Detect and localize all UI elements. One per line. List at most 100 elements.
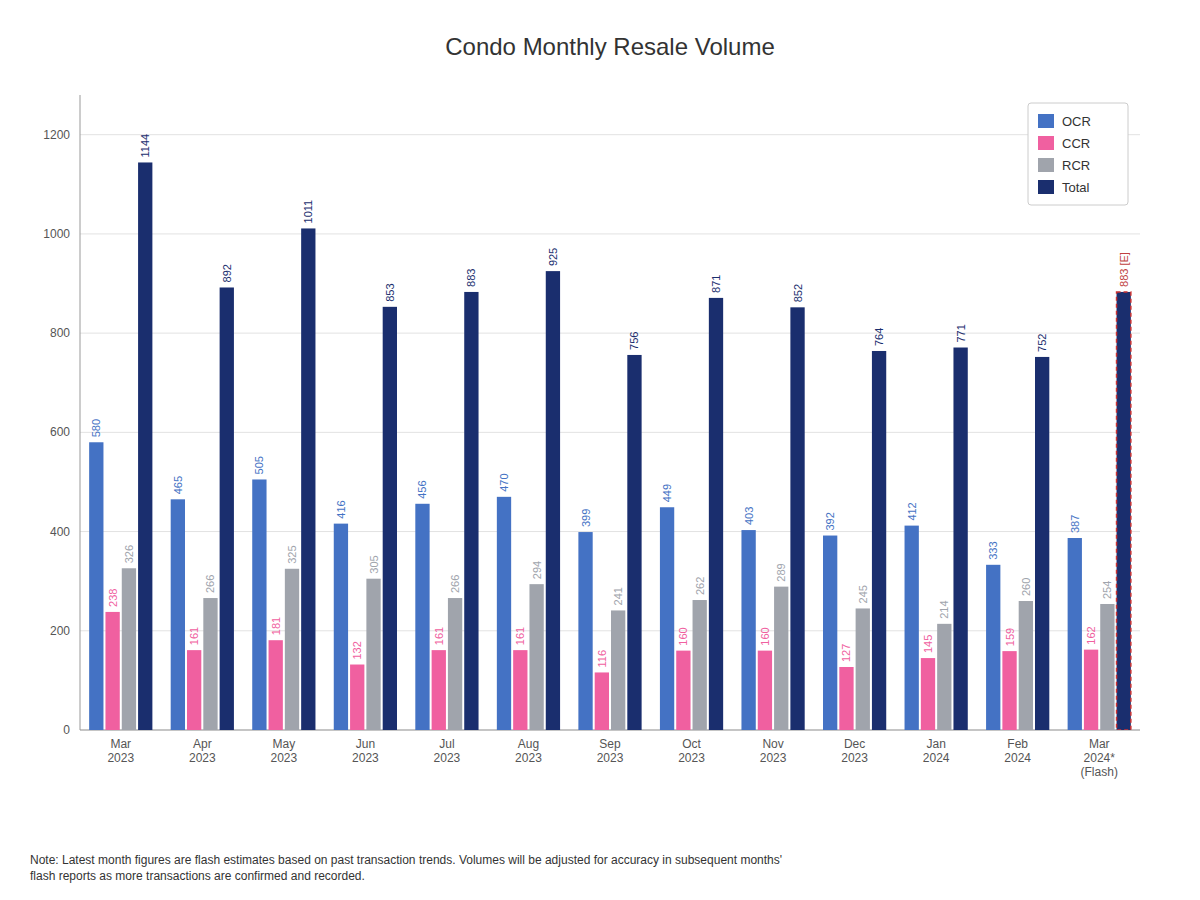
bar bbox=[905, 526, 919, 730]
data-label: 326 bbox=[123, 545, 135, 563]
bar bbox=[578, 532, 592, 730]
x-tick-label-line: Apr bbox=[193, 737, 212, 751]
bar bbox=[1084, 650, 1098, 730]
data-label: 403 bbox=[743, 507, 755, 525]
data-label: 852 bbox=[792, 284, 804, 302]
grid-line bbox=[80, 630, 1140, 631]
legend-label: Total bbox=[1062, 180, 1090, 195]
bar bbox=[497, 497, 511, 730]
legend-swatch bbox=[1038, 114, 1054, 128]
background bbox=[0, 0, 1200, 900]
data-label: 465 bbox=[172, 476, 184, 494]
x-tick-label-line: 2023 bbox=[352, 751, 379, 765]
legend-frame bbox=[1028, 103, 1128, 205]
grid-line bbox=[80, 531, 1140, 532]
bar bbox=[252, 479, 266, 730]
bar bbox=[856, 608, 870, 730]
bar bbox=[660, 507, 674, 730]
bar bbox=[138, 162, 152, 730]
x-tick-label-line: Feb bbox=[1007, 737, 1028, 751]
x-tick-label: Apr2023 bbox=[189, 737, 216, 765]
data-label: 1011 bbox=[302, 200, 314, 224]
data-label: 470 bbox=[498, 473, 510, 491]
bar bbox=[187, 650, 201, 730]
x-tick-label-line: Aug bbox=[518, 737, 539, 751]
x-tick-label-line: 2023 bbox=[760, 751, 787, 765]
y-axis-line bbox=[80, 95, 81, 730]
grid-line bbox=[80, 333, 1140, 334]
data-label: 266 bbox=[449, 575, 461, 593]
bar bbox=[595, 672, 609, 730]
y-tick-label: 1000 bbox=[43, 227, 70, 241]
note-line: Note: Latest month figures are flash est… bbox=[30, 853, 782, 867]
data-label: 456 bbox=[416, 480, 428, 498]
data-label: 325 bbox=[286, 545, 298, 563]
bars bbox=[89, 162, 1131, 730]
bar bbox=[366, 579, 380, 730]
data-label: 161 bbox=[433, 627, 445, 645]
data-label: 1144 bbox=[139, 134, 151, 158]
x-tick-label: Mar2024*(Flash) bbox=[1081, 737, 1118, 779]
y-tick-label: 800 bbox=[50, 326, 70, 340]
x-tick-label-line: 2023 bbox=[189, 751, 216, 765]
bar bbox=[1035, 357, 1049, 730]
bar bbox=[220, 287, 234, 730]
bar bbox=[758, 651, 772, 730]
legend-swatch bbox=[1038, 180, 1054, 194]
bar bbox=[122, 568, 136, 730]
x-tick-label: Jan2024 bbox=[923, 737, 950, 765]
data-label: 289 bbox=[775, 563, 787, 581]
data-label: 160 bbox=[759, 627, 771, 645]
bar bbox=[774, 587, 788, 730]
x-tick-label-line: 2024 bbox=[923, 751, 950, 765]
bar bbox=[709, 298, 723, 730]
data-label: 260 bbox=[1020, 578, 1032, 596]
grid-line bbox=[80, 134, 1140, 135]
bar bbox=[415, 504, 429, 730]
legend-swatch bbox=[1038, 136, 1054, 150]
bar bbox=[529, 584, 543, 730]
data-label: 214 bbox=[938, 600, 950, 618]
data-label: 752 bbox=[1036, 334, 1048, 352]
bar bbox=[872, 351, 886, 730]
x-tick-label: Jul2023 bbox=[434, 737, 461, 765]
title: Condo Monthly Resale Volume bbox=[445, 33, 775, 60]
x-tick-label: Oct2023 bbox=[678, 737, 705, 765]
bar bbox=[1068, 538, 1082, 730]
legend-swatch bbox=[1038, 158, 1054, 172]
data-label: 241 bbox=[612, 587, 624, 605]
x-tick-label: May2023 bbox=[270, 737, 297, 765]
x-tick-label: Dec2023 bbox=[841, 737, 868, 765]
x-tick-label-line: 2023 bbox=[515, 751, 542, 765]
x-tick-label-line: 2023 bbox=[107, 751, 134, 765]
data-label: 387 bbox=[1069, 515, 1081, 533]
bar bbox=[464, 292, 478, 730]
data-label: 161 bbox=[188, 627, 200, 645]
bar bbox=[1019, 601, 1033, 730]
bar bbox=[839, 667, 853, 730]
data-label: 266 bbox=[204, 575, 216, 593]
bar bbox=[676, 651, 690, 730]
bar bbox=[921, 658, 935, 730]
data-label: 853 bbox=[384, 283, 396, 301]
bar bbox=[269, 640, 283, 730]
bar bbox=[285, 569, 299, 730]
bar bbox=[986, 565, 1000, 730]
x-tick-label-line: Nov bbox=[762, 737, 783, 751]
bar bbox=[171, 499, 185, 730]
bar bbox=[350, 665, 364, 730]
note-line: flash reports as more transactions are c… bbox=[30, 869, 365, 883]
data-label: 399 bbox=[580, 509, 592, 527]
bar bbox=[513, 650, 527, 730]
data-label: 412 bbox=[906, 502, 918, 520]
x-tick-label-line: (Flash) bbox=[1081, 765, 1118, 779]
x-tick-label-line: May bbox=[273, 737, 296, 751]
data-label: 871 bbox=[710, 275, 722, 293]
x-tick-label-line: 2024 bbox=[1004, 751, 1031, 765]
bar bbox=[1100, 604, 1114, 730]
data-label: 145 bbox=[922, 635, 934, 653]
data-label: 392 bbox=[824, 512, 836, 530]
data-label: 883 [E] bbox=[1118, 252, 1130, 287]
data-label: 162 bbox=[1085, 626, 1097, 644]
bar bbox=[89, 442, 103, 730]
